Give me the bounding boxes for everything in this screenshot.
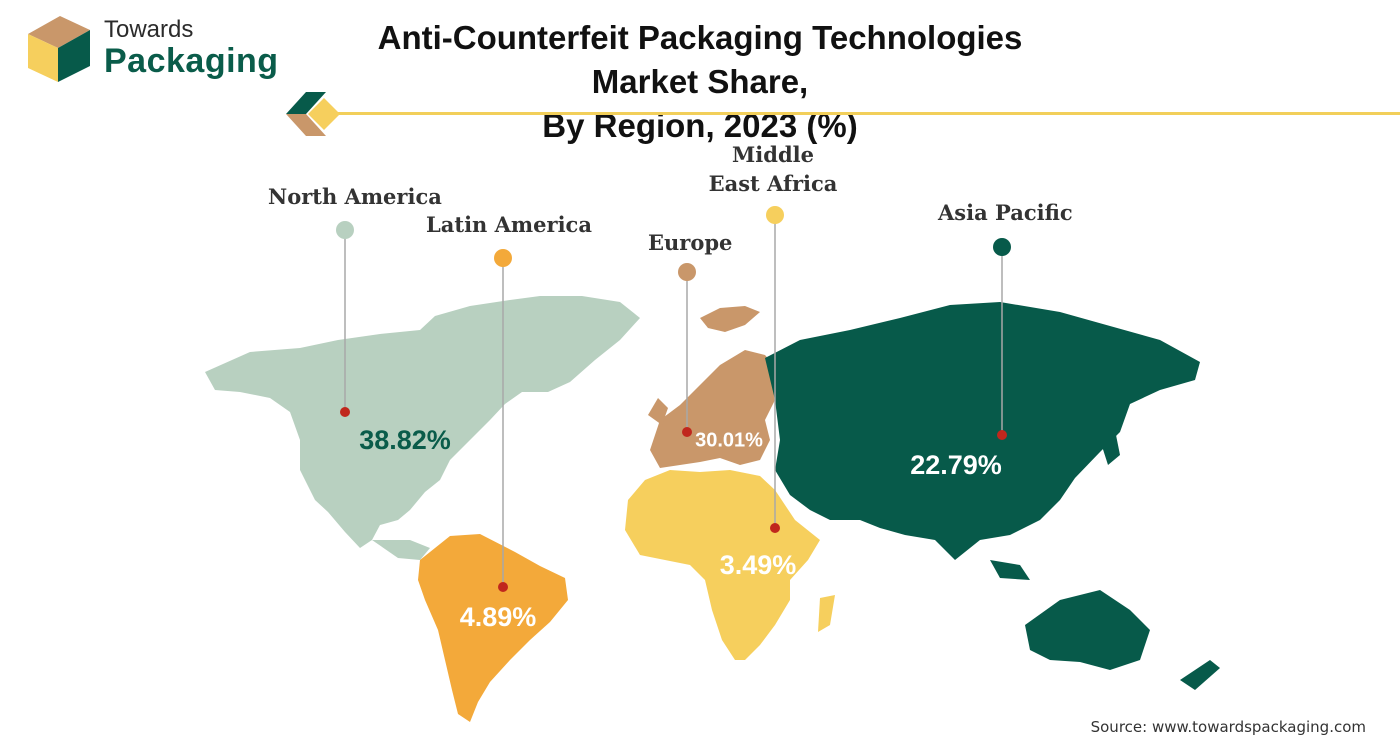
greenland-shape <box>520 296 612 380</box>
pointer-head-asia-pacific <box>993 238 1011 256</box>
europe-shape <box>650 350 780 468</box>
region-asia-pacific <box>765 302 1220 690</box>
region-pointers <box>336 206 1011 592</box>
value-label-middle-east-africa: 3.49% <box>720 550 797 580</box>
scandinavia-shape <box>700 306 760 332</box>
indonesia-shape <box>990 560 1030 580</box>
brand-line1: Towards <box>104 16 194 43</box>
region-label-north-america: North America <box>268 184 442 209</box>
region-label-asia-pacific: Asia Pacific <box>938 200 1073 225</box>
value-label-latin-america: 4.89% <box>460 602 537 632</box>
pointer-head-north-america <box>336 221 354 239</box>
madagascar-shape <box>818 595 835 632</box>
pointer-head-middle-east-africa <box>766 206 784 224</box>
central-america-shape <box>372 540 430 560</box>
region-label-middle-east-africa: Middle East Africa <box>708 142 838 196</box>
source-note: Source: www.towardspackaging.com <box>1090 718 1366 736</box>
value-label-north-america: 38.82% <box>359 425 451 455</box>
region-values: 38.82% 4.89% 30.01% 3.49% 22.79% <box>359 425 1002 632</box>
asia-shape <box>765 302 1200 560</box>
value-label-asia-pacific: 22.79% <box>910 450 1002 480</box>
chart-title-line1: Anti-Counterfeit Packaging Technologies … <box>377 19 1023 100</box>
south-america-shape <box>418 534 568 722</box>
location-marker-latin-america <box>498 582 508 592</box>
location-marker-europe <box>682 427 692 437</box>
diamond-ornament-icon <box>286 92 340 136</box>
australia-shape <box>1025 590 1150 670</box>
pointer-head-europe <box>678 263 696 281</box>
brand-logo: Towards Packaging <box>24 12 284 92</box>
title-underline <box>320 112 1400 115</box>
region-middle-east-africa <box>625 470 835 660</box>
package-box-icon <box>28 16 90 82</box>
pointer-head-latin-america <box>494 249 512 267</box>
british-isles-shape <box>648 398 668 425</box>
region-north-america <box>205 296 640 560</box>
location-marker-north-america <box>340 407 350 417</box>
value-label-europe: 30.01% <box>695 429 763 451</box>
africa-shape <box>625 470 820 660</box>
region-label-latin-america: Latin America <box>426 212 592 237</box>
location-marker-asia-pacific <box>997 430 1007 440</box>
japan-shape <box>1100 430 1120 465</box>
region-latin-america <box>418 534 568 722</box>
region-europe <box>648 306 780 468</box>
new-zealand-shape <box>1180 660 1220 690</box>
brand-line2: Packaging <box>104 42 279 80</box>
region-label-europe: Europe <box>648 230 733 255</box>
location-marker-middle-east-africa <box>770 523 780 533</box>
